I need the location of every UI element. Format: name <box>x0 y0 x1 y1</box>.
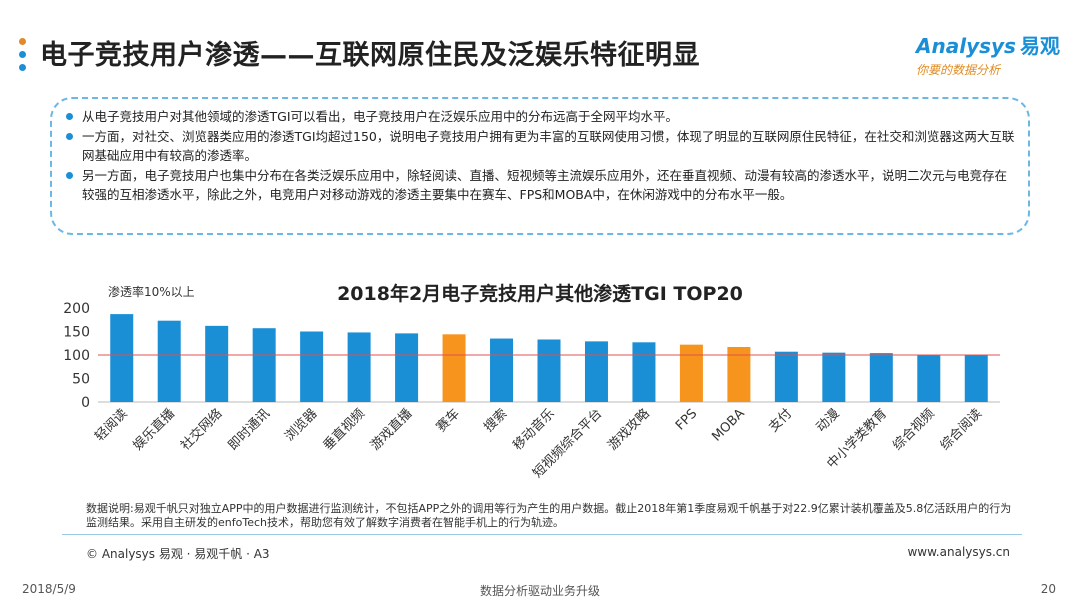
bar <box>869 353 893 402</box>
bar <box>727 347 751 402</box>
y-tick-label: 0 <box>81 395 90 411</box>
summary-item: 从电子竞技用户对其他领域的渗透TGI可以看出，电子竞技用户在泛娱乐应用中的分布远… <box>66 107 1016 127</box>
x-tick-label: 轻阅读 <box>92 406 130 444</box>
summary-item: 另一方面，电子竞技用户也集中分布在各类泛娱乐应用中，除轻阅读、直播、短视频等主流… <box>66 166 1016 205</box>
divider <box>62 534 1022 535</box>
data-note: 数据说明:易观千帆只对独立APP中的用户数据进行监测统计，不包括APP之外的调用… <box>86 502 1012 529</box>
website-url: www.analysys.cn <box>907 545 1010 559</box>
brand-slogan: 你要的数据分析 <box>916 63 1001 77</box>
x-tick-label: 赛车 <box>433 406 463 436</box>
x-tick-label: 垂直视频 <box>321 406 368 453</box>
x-tick-label: 社交网络 <box>177 406 225 454</box>
bar <box>490 338 514 402</box>
footer-slogan: 数据分析驱动业务升级 <box>479 584 600 598</box>
x-tick-label: 支付 <box>766 406 795 435</box>
y-tick-label: 50 <box>72 372 90 388</box>
report-date: 2018/5/9 <box>22 582 76 596</box>
y-tick-label: 150 <box>63 325 90 341</box>
dot-3 <box>19 64 26 71</box>
x-tick-label: 综合阅读 <box>938 406 985 453</box>
dot-2 <box>19 51 26 58</box>
y-tick-label: 200 <box>63 301 90 317</box>
bar <box>442 334 466 402</box>
bar <box>347 332 371 402</box>
bar <box>679 344 703 402</box>
x-tick-label: 游戏直播 <box>368 406 415 453</box>
chart-title: 2018年2月电子竞技用户其他渗透TGI TOP20 <box>337 283 743 305</box>
dot-1 <box>19 38 26 45</box>
brand-name: Analysys 易观 <box>916 34 1060 58</box>
bar <box>110 314 134 402</box>
summary-item: 一方面，对社交、浏览器类应用的渗透TGI均超过150，说明电子竞技用户拥有更为丰… <box>66 127 1016 166</box>
x-tick-label: 综合视频 <box>890 406 937 453</box>
x-tick-label: MOBA <box>709 406 747 444</box>
x-tick-label: 动漫 <box>814 406 843 435</box>
bar <box>205 325 229 402</box>
page-number: 20 <box>1040 582 1056 596</box>
bar <box>537 339 561 402</box>
x-tick-label: 移动音乐 <box>510 406 558 454</box>
bar-chart: 0 50 100 150 200 轻阅读 娱乐直播 社交网络 即时通讯 浏览器 垂直视频 游戏直播 赛车… <box>63 301 1000 481</box>
bar <box>252 328 276 402</box>
copyright: © Analysys 易观 · 易观千帆 · A3 <box>86 547 270 561</box>
bar <box>774 351 798 402</box>
x-tick-label: FPS <box>673 406 700 433</box>
bar <box>632 342 656 402</box>
bar <box>395 333 419 402</box>
bar <box>917 355 941 402</box>
summary-box: 从电子竞技用户对其他领域的渗透TGI可以看出，电子竞技用户在泛娱乐应用中的分布远… <box>50 97 1030 235</box>
page-title: 电子竞技用户渗透——互联网原住民及泛娱乐特征明显 <box>40 40 700 71</box>
x-tick-label: 娱乐直播 <box>131 406 178 453</box>
bar <box>157 320 181 402</box>
x-tick-label: 搜索 <box>481 406 510 435</box>
bar <box>584 341 608 402</box>
bar <box>822 352 846 402</box>
bar <box>964 355 988 402</box>
title-dots <box>19 38 27 74</box>
x-tick-label: 即时通讯 <box>226 406 273 453</box>
x-tick-label: 游戏攻略 <box>605 406 653 454</box>
x-tick-label: 浏览器 <box>282 406 321 445</box>
brand-logo: Analysys 易观 你要的数据分析 <box>916 30 1060 78</box>
bar <box>300 331 324 402</box>
y-tick-label: 100 <box>63 348 90 364</box>
chart-note: 渗透率10%以上 <box>108 285 195 299</box>
